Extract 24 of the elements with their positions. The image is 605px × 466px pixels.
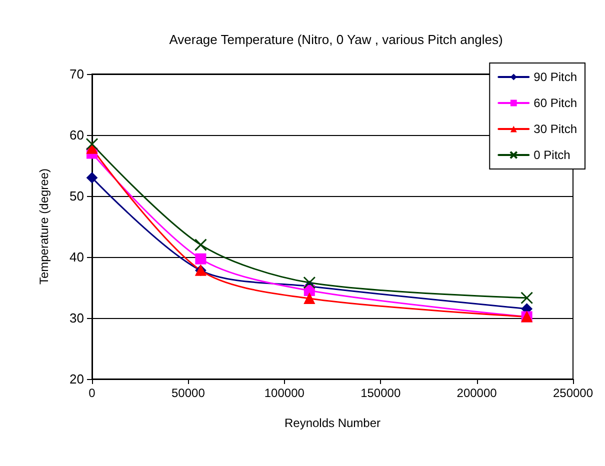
y-tick-label: 70 xyxy=(70,66,84,82)
point xyxy=(520,292,534,304)
x-tick-label: 250000 xyxy=(552,386,594,400)
legend-label: 0 Pitch xyxy=(534,148,570,162)
y-tick-label: 40 xyxy=(70,250,84,264)
y-tick-label: 20 xyxy=(70,372,84,386)
x-tick-label: 100000 xyxy=(264,386,305,400)
x-tick-label: 0 xyxy=(88,386,96,400)
chart-title: Average Temperature (Nitro, 0 Yaw , various Pitch angles) xyxy=(169,32,503,47)
x-tick-label: 150000 xyxy=(360,386,401,400)
y-tick-label: 30 xyxy=(70,310,84,326)
legend-label: 90 Pitch xyxy=(534,70,577,84)
y-tick-label: 50 xyxy=(70,188,84,204)
x-axis-title: Reynolds Number xyxy=(284,416,381,430)
point xyxy=(194,238,207,252)
y-axis-title: Temperature (degree) xyxy=(37,168,51,285)
legend-label: 30 Pitch xyxy=(534,122,577,136)
x-tick-label: 50000 xyxy=(172,386,206,400)
point xyxy=(303,276,316,289)
x-tick-label: 200000 xyxy=(456,386,498,400)
point xyxy=(86,172,98,184)
point xyxy=(195,253,206,264)
legend-label: 60 Pitch xyxy=(534,96,577,110)
y-tick-label: 60 xyxy=(70,128,84,142)
